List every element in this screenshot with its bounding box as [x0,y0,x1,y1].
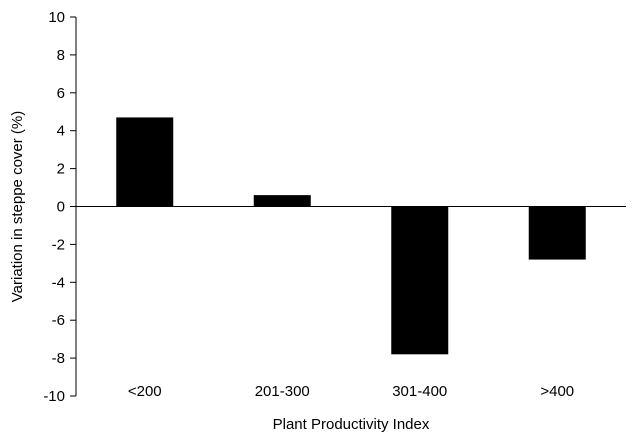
bar [253,195,311,207]
bar [528,206,586,260]
y-tick-label: -2 [52,236,65,253]
y-axis-ticks: 10 8 6 4 2 0 -2 -4 -6 -8 -10 [43,9,76,405]
y-tick-label: 2 [57,161,65,178]
x-tick-label: 301-400 [392,383,447,400]
x-tick-label: >400 [540,383,574,400]
x-tick-label: 201-300 [255,383,310,400]
bars [116,117,586,355]
y-tick-label: 0 [57,199,65,216]
y-tick-label: 8 [57,47,65,64]
y-tick-label: 10 [48,9,65,26]
y-tick-label: -4 [52,274,65,291]
y-tick-label: -8 [52,350,65,367]
y-axis-title: Variation in steppe cover (%) [9,111,26,302]
y-tick-label: 6 [57,85,65,102]
x-axis-tick-labels: <200 201-300 301-400 >400 [128,383,574,400]
y-tick-label: -10 [43,388,65,405]
y-tick-label: -6 [52,312,65,329]
y-tick-label: 4 [57,123,65,140]
x-tick-label: <200 [128,383,162,400]
bar [116,117,174,207]
x-axis-title: Plant Productivity Index [273,416,430,433]
bar [391,206,449,355]
